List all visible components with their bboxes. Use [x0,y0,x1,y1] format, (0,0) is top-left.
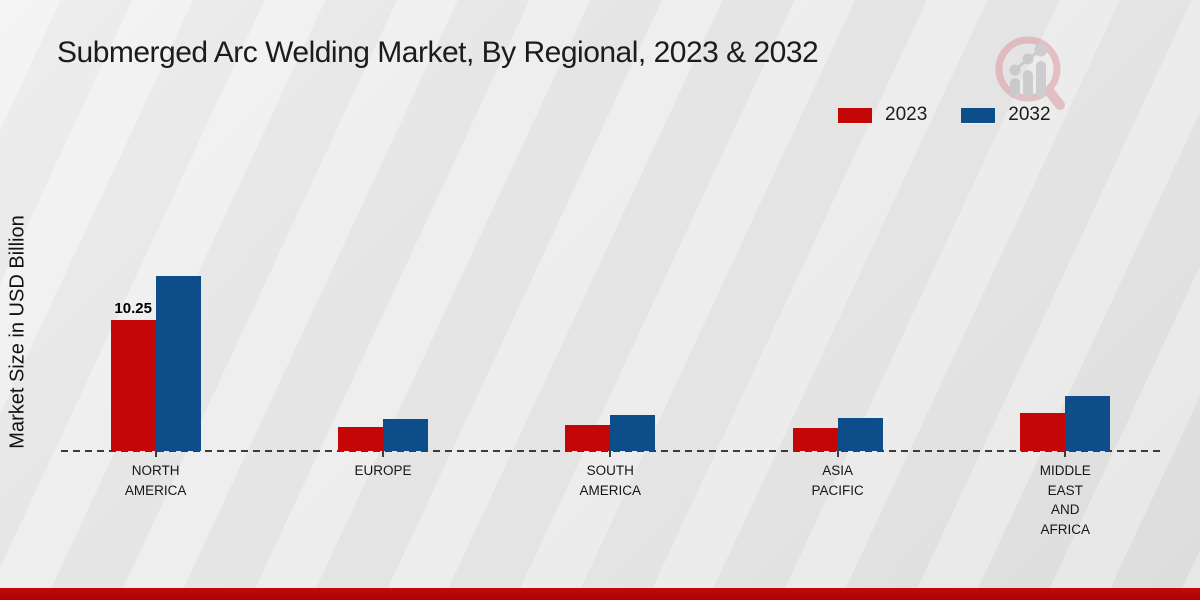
bar-2023-europe [338,427,383,451]
legend-item-2032: 2032 [961,104,1051,126]
bar-2023-middle-east-and-africa [1020,413,1066,451]
magnifier-bar-chart-logo-icon [995,36,1065,110]
legend-item-2023: 2023 [838,104,927,126]
bar-2023-north-america [110,320,156,451]
x-axis-tick [154,451,157,457]
data-label-2023-north-america: 10.25 [114,300,152,317]
bar-2032-asia-pacific [837,418,883,451]
x-axis-tick [382,451,384,457]
bar-2032-north-america [155,276,201,451]
category-label-north-america: NORTH AMERICA [124,463,187,498]
bar-2032-south-america [610,415,656,451]
x-axis-tick [1064,451,1067,457]
category-label-south-america: SOUTH AMERICA [579,463,642,498]
legend-swatch-2023 [838,107,872,123]
legend-label-2023: 2023 [885,104,928,125]
bar-2023-south-america [565,425,611,451]
bottom-accent-strip [0,588,1200,600]
category-label-asia-pacific: ASIA PACIFIC [811,463,864,498]
category-label-middle-east-and-africa: MIDDLE EAST AND AFRICA [1039,463,1091,537]
category-label-europe: EUROPE [354,463,412,478]
chart-title: Submerged Arc Welding Market, By Regiona… [57,36,819,69]
legend-label-2032: 2032 [1008,104,1051,125]
x-axis-tick [609,451,612,457]
bar-2023-asia-pacific [792,428,838,451]
legend-swatch-2032 [961,107,996,123]
bar-2032-europe [383,419,428,451]
x-axis-tick [836,451,839,457]
bar-2032-middle-east-and-africa [1065,396,1111,451]
legend: 2023 2032 [838,104,1051,126]
